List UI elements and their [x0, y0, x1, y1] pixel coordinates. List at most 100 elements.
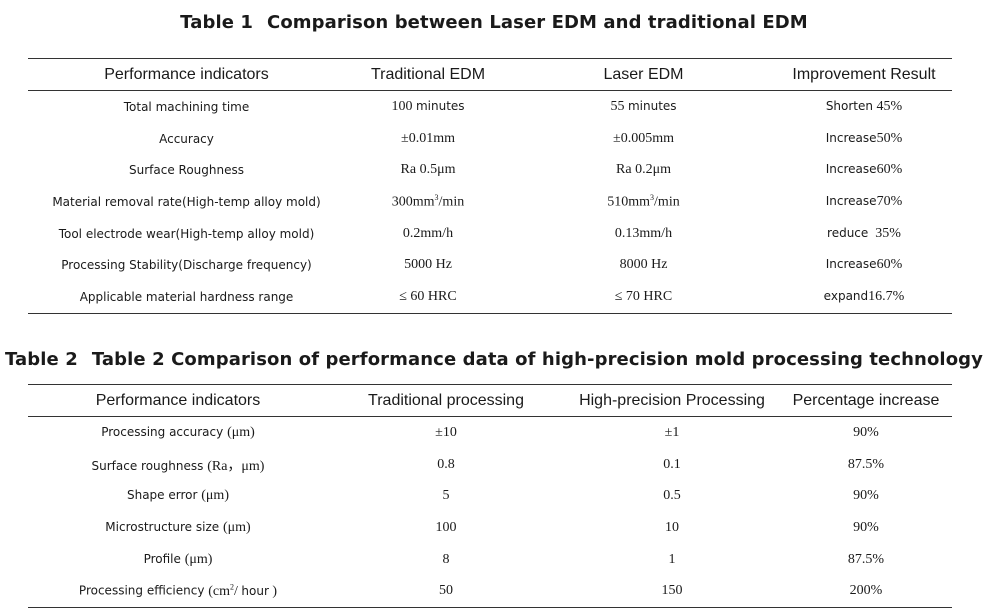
table1-header-improvement: Improvement Result — [776, 58, 952, 91]
improvement-verb: expand — [823, 288, 869, 303]
value-number: 100 — [391, 98, 413, 114]
traditional-value: 100 minutes — [345, 91, 511, 123]
improvement-value: Increase50% — [776, 123, 952, 155]
high-precision-value: 10 — [665, 519, 679, 535]
table-row: Shape error (μm) 5 0.5 90% — [28, 480, 952, 512]
improvement-verb: Increase — [825, 257, 877, 272]
row-label: Processing accuracy (μm) — [28, 417, 328, 449]
high-precision-value: 0.5 — [663, 488, 681, 504]
improvement-value: Increase70% — [776, 186, 952, 218]
row-label: Shape error (μm) — [28, 480, 328, 512]
high-precision-value: 1 — [668, 551, 676, 567]
value-number: 55 — [610, 98, 625, 114]
high-precision-value: 150 — [661, 583, 683, 599]
table-row: Processing accuracy (μm) ±10 ±1 90% — [28, 417, 952, 449]
row-label-unit: (μm) — [201, 488, 229, 504]
laser-value: ≤ 70 HRC — [614, 288, 673, 304]
traditional-value: ±10 — [435, 424, 457, 440]
table2-header-traditional: Traditional processing — [328, 384, 564, 417]
table1-number: Table 1 — [180, 12, 254, 33]
table-row: Material removal rate(High-temp alloy mo… — [28, 186, 952, 218]
laser-value: 8000 Hz — [619, 257, 668, 273]
table2-header-indicator: Performance indicators — [28, 384, 328, 417]
row-label-unit: (Ra，μm) — [207, 458, 265, 474]
table2-header-percentage: Percentage increase — [780, 384, 952, 417]
improvement-verb: Increase — [825, 162, 877, 177]
traditional-value: 100 — [435, 519, 457, 535]
laser-value: 0.13mm/h — [614, 225, 673, 241]
traditional-value: 0.2mm/h — [402, 225, 454, 241]
table-row: Processing Stability(Discharge frequency… — [28, 249, 952, 281]
row-label: Tool electrode wear(High-temp alloy mold… — [58, 226, 315, 241]
improvement-pct: 45% — [876, 98, 903, 114]
row-label-unit: (μm) — [222, 519, 251, 535]
value-unit: minutes — [415, 98, 465, 113]
unit-superscript: 2 — [230, 582, 235, 592]
row-label-text: Processing accuracy — [101, 424, 224, 439]
table-row: Surface roughness (Ra，μm) 0.8 0.1 87.5% — [28, 449, 952, 481]
row-label: Total machining time — [123, 99, 250, 114]
traditional-value: ±0.01mm — [401, 130, 455, 146]
value-base: 510mm — [607, 194, 651, 210]
traditional-value: 0.8 — [437, 456, 455, 472]
row-label-unit: (cm2/ hour ) — [208, 582, 278, 600]
unit-close: ) — [272, 584, 278, 600]
value-superscript: 3 — [434, 193, 439, 203]
row-label-text: Microstructure size — [105, 519, 220, 534]
traditional-value: Ra 0.5μm — [400, 162, 456, 178]
table-row: Accuracy ±0.01mm ±0.005mm Increase50% — [28, 123, 952, 155]
table-row: Applicable material hardness range ≤ 60 … — [28, 281, 952, 313]
improvement-pct: 60% — [876, 162, 903, 178]
table-row: Tool electrode wear(High-temp alloy mold… — [28, 218, 952, 250]
table1-header-laser: Laser EDM — [511, 58, 776, 91]
traditional-value: 50 — [439, 583, 453, 599]
percentage-value: 87.5% — [847, 551, 885, 567]
table2-title: Table 2 Comparison of performance data o… — [91, 349, 983, 370]
improvement-pct: 16.7% — [868, 288, 905, 304]
value-base: 300mm — [391, 194, 435, 210]
improvement-pct: 60% — [876, 257, 903, 273]
table1-header-row: Performance indicators Traditional EDM L… — [28, 58, 952, 91]
percentage-value: 200% — [849, 583, 883, 599]
improvement-value: Increase60% — [776, 154, 952, 186]
row-label: Profile (μm) — [28, 544, 328, 576]
percentage-value: 90% — [853, 424, 879, 440]
row-label-text: Processing efficiency — [78, 584, 205, 599]
improvement-value: Increase60% — [776, 249, 952, 281]
improvement-pct: 35% — [875, 225, 901, 241]
table1-header-traditional: Traditional EDM — [345, 58, 511, 91]
table2-caption: Table 2 Table 2 Comparison of performance… — [0, 349, 988, 370]
unit-base: (cm — [208, 584, 231, 600]
table-row: Surface Roughness Ra 0.5μm Ra 0.2μm Incr… — [28, 154, 952, 186]
traditional-value: 8 — [442, 551, 450, 567]
table1-header-indicator: Performance indicators — [28, 58, 345, 91]
high-precision-value: ±1 — [664, 424, 680, 440]
traditional-value: ≤ 60 HRC — [399, 288, 457, 304]
unit-hour: hour — [241, 584, 269, 599]
row-label-text: Shape error — [126, 488, 198, 503]
row-label: Surface Roughness — [129, 163, 244, 178]
laser-value: ±0.005mm — [613, 130, 674, 146]
row-label-text: Profile — [143, 551, 181, 566]
row-label: Surface roughness (Ra，μm) — [28, 449, 328, 481]
improvement-value: expand16.7% — [776, 281, 952, 313]
value-unit: minutes — [627, 98, 677, 113]
improvement-verb: Shorten — [825, 98, 874, 113]
table1-caption: Table 1 Comparison between Laser EDM and … — [0, 12, 988, 33]
improvement-value: Shorten 45% — [776, 91, 952, 123]
high-precision-value: 0.1 — [663, 456, 681, 472]
value-suffix: /min — [438, 194, 465, 210]
row-label: Processing efficiency (cm2/ hour ) — [28, 575, 328, 607]
improvement-value: reduce 35% — [776, 218, 952, 250]
table2-number: Table 2 — [5, 349, 78, 370]
table-row: Processing efficiency (cm2/ hour ) 50 15… — [28, 575, 952, 607]
traditional-value: 5000 Hz — [404, 257, 452, 273]
improvement-pct: 50% — [876, 130, 903, 146]
percentage-value: 90% — [853, 488, 879, 504]
percentage-value: 87.5% — [847, 456, 885, 472]
improvement-verb: Increase — [825, 193, 877, 208]
row-label: Microstructure size (μm) — [28, 512, 328, 544]
row-label: Material removal rate(High-temp alloy mo… — [52, 194, 321, 209]
table-row: Profile (μm) 8 1 87.5% — [28, 544, 952, 576]
improvement-verb: Increase — [825, 130, 877, 145]
